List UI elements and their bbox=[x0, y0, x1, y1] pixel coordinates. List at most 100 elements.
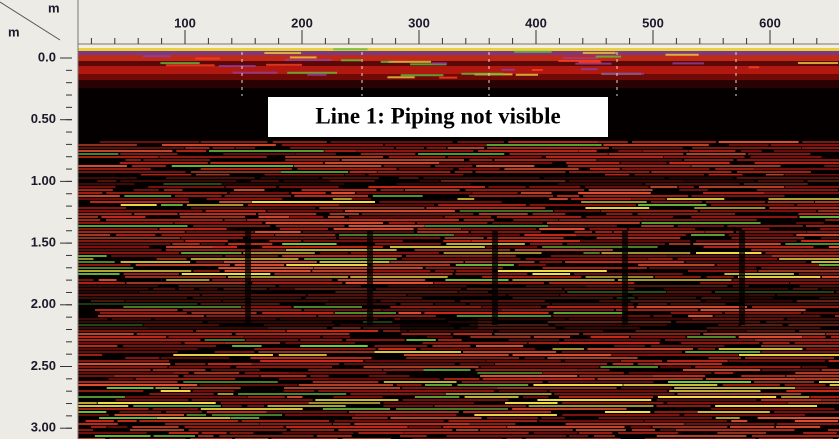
reflection-stripe bbox=[78, 345, 117, 347]
reflection-stripe bbox=[294, 306, 362, 308]
reflection-stripe bbox=[800, 216, 839, 218]
reflection-stripe bbox=[284, 390, 315, 392]
reflection-stripe bbox=[78, 339, 200, 341]
reflection-stripe bbox=[349, 219, 459, 221]
reflection-stripe bbox=[698, 348, 715, 350]
reflection-stripe bbox=[460, 363, 494, 365]
reflection-stripe bbox=[374, 345, 427, 347]
reflection-stripe bbox=[166, 249, 286, 251]
reflection-stripe bbox=[810, 396, 839, 398]
reflection-stripe bbox=[463, 411, 551, 413]
reflection-stripe bbox=[116, 399, 189, 401]
reflection-stripe bbox=[462, 228, 536, 230]
surface-speck bbox=[387, 76, 414, 78]
reflection-stripe bbox=[482, 306, 541, 308]
reflection-stripe bbox=[513, 354, 611, 356]
surface-speck bbox=[264, 52, 301, 54]
reflection-stripe bbox=[132, 426, 178, 428]
reflection-stripe bbox=[621, 387, 672, 389]
reflection-stripe bbox=[426, 147, 446, 149]
reflection-stripe bbox=[585, 186, 649, 188]
reflection-stripe bbox=[123, 306, 241, 308]
reflection-stripe bbox=[641, 222, 760, 224]
reflection-stripe bbox=[78, 216, 98, 218]
reflection-stripe bbox=[456, 429, 478, 431]
left-tick-label: 1.00 bbox=[31, 173, 56, 188]
reflection-stripe bbox=[598, 159, 682, 161]
reflection-stripe bbox=[285, 156, 383, 158]
reflection-stripe bbox=[378, 171, 451, 173]
surface-speck bbox=[596, 56, 621, 58]
reflection-stripe bbox=[754, 162, 839, 164]
reflection-stripe bbox=[324, 150, 356, 152]
reflection-stripe bbox=[402, 387, 497, 389]
surface-speck bbox=[749, 66, 760, 68]
reflection-stripe bbox=[776, 426, 820, 428]
reflection-stripe bbox=[173, 354, 273, 356]
reflection-stripe bbox=[166, 246, 213, 248]
reflection-stripe bbox=[456, 264, 514, 266]
surface-band bbox=[78, 80, 839, 88]
reflection-stripe bbox=[99, 279, 117, 281]
reflection-stripe bbox=[509, 339, 559, 341]
reflection-stripe bbox=[539, 228, 584, 230]
reflection-stripe bbox=[566, 162, 619, 164]
reflection-stripe bbox=[768, 201, 814, 203]
reflection-stripe bbox=[660, 366, 691, 368]
reflection-stripe bbox=[78, 207, 126, 209]
reflection-stripe bbox=[457, 141, 504, 143]
reflection-stripe bbox=[579, 432, 612, 434]
reflection-stripe bbox=[529, 186, 580, 188]
reflection-stripe bbox=[330, 378, 440, 380]
reflection-stripe bbox=[352, 198, 371, 200]
reflection-stripe bbox=[591, 336, 629, 338]
reflection-stripe bbox=[754, 168, 839, 170]
reflection-stripe bbox=[537, 399, 651, 401]
reflection-stripe bbox=[235, 264, 284, 266]
reflection-stripe bbox=[435, 270, 454, 272]
reflection-stripe bbox=[679, 189, 707, 191]
reflection-stripe bbox=[600, 366, 658, 368]
reflection-stripe bbox=[683, 369, 760, 371]
reflection-stripe bbox=[806, 348, 839, 350]
reflection-stripe bbox=[78, 147, 184, 149]
reflection-stripe bbox=[601, 210, 698, 212]
reflection-stripe bbox=[176, 150, 206, 152]
reflection-stripe bbox=[78, 165, 127, 167]
reflection-stripe bbox=[599, 417, 712, 419]
reflection-stripe bbox=[350, 171, 377, 173]
reflection-stripe bbox=[548, 225, 617, 227]
reflection-stripe bbox=[279, 354, 327, 356]
reflection-stripe bbox=[334, 228, 414, 230]
reflection-stripe bbox=[409, 426, 442, 428]
reflection-stripe bbox=[510, 153, 608, 155]
reflection-stripe bbox=[78, 171, 186, 173]
reflection-stripe bbox=[761, 267, 839, 269]
reflection-stripe bbox=[358, 432, 403, 434]
reflection-stripe bbox=[157, 258, 187, 260]
reflection-stripe bbox=[287, 330, 378, 332]
reflection-stripe bbox=[603, 144, 708, 146]
surface-band bbox=[78, 74, 839, 80]
reflection-stripe bbox=[498, 270, 607, 272]
reflection-stripe bbox=[290, 147, 394, 149]
reflection-stripe bbox=[98, 315, 204, 317]
reflection-stripe bbox=[125, 396, 247, 398]
reflection-stripe bbox=[577, 234, 686, 236]
reflection-stripe bbox=[729, 144, 769, 146]
top-unit: m bbox=[48, 0, 60, 15]
reflection-stripe bbox=[403, 399, 509, 401]
reflection-stripe bbox=[771, 144, 839, 146]
reflection-stripe bbox=[686, 153, 745, 155]
reflection-stripe bbox=[303, 240, 402, 242]
reflection-stripe bbox=[523, 396, 549, 398]
reflection-stripe bbox=[78, 264, 131, 266]
reflection-stripe bbox=[622, 168, 710, 170]
reflection-stripe bbox=[698, 411, 770, 413]
reflection-stripe bbox=[344, 363, 455, 365]
reflection-stripe bbox=[541, 417, 564, 419]
reflection-stripe bbox=[108, 378, 133, 380]
reflection-stripe bbox=[438, 204, 526, 206]
reflection-stripe bbox=[737, 159, 839, 161]
reflection-stripe bbox=[487, 237, 564, 239]
